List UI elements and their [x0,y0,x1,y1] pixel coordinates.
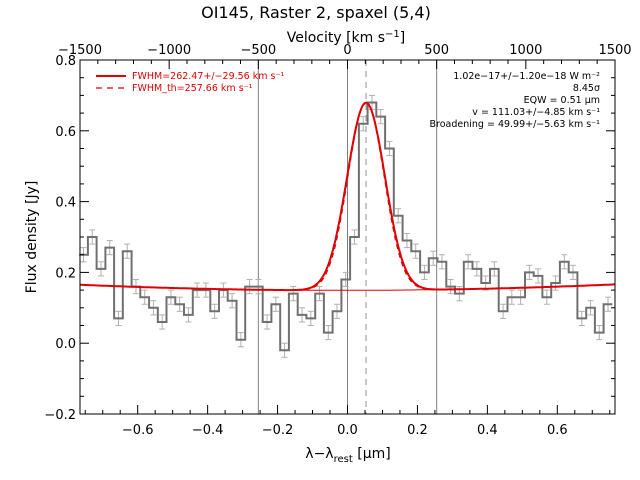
top-tick-label: −500 [240,43,276,58]
x-tick-label: 0.6 [547,423,568,438]
fit-dashed [80,102,615,291]
top-tick-label: −1500 [58,43,102,58]
y-tick-label: 0.8 [55,54,76,69]
y-tick-label: 0.4 [55,196,76,211]
top-tick-label: 0 [343,43,351,58]
y-ticks: −0.2 0.0 0.2 0.4 0.6 0.8 [44,54,615,423]
top-velocity-ticks: −1500 −1000 −500 0 500 1000 1500 [58,43,632,69]
top-tick-label: −1000 [147,43,191,58]
x-axis-title: λ−λrest [μm] [305,446,390,465]
top-tick-label: 500 [424,43,449,58]
y-tick-label: 0.2 [55,266,76,281]
top-tick-label: 1000 [509,43,542,58]
x-tick-label: −0.4 [192,423,224,438]
reference-lines [257,60,438,414]
annotation-line-flux: 1.02e−17+/−1.20e−18 W m⁻² [453,71,600,82]
y-tick-label: 0.6 [55,125,76,140]
legend-label-fwhm: FWHM=262.47+/−29.56 km s⁻¹ [132,71,284,82]
annotation-significance: 8.45σ [573,83,600,94]
x-tick-label: 0.4 [477,423,498,438]
gaussian-fits [79,101,616,292]
x-tick-label: 0.0 [337,423,358,438]
x-tick-label: −0.2 [262,423,294,438]
legend-label-fwhm-th: FWHM_th=257.66 km s⁻¹ [132,83,253,94]
flux-histogram [79,101,613,352]
y-tick-label: 0.0 [55,337,76,352]
x-tick-label: −0.6 [122,423,154,438]
y-axis-title: Flux density [Jy] [24,181,40,294]
chart-title: OI145, Raster 2, spaxel (5,4) [201,3,431,22]
bottom-x-ticks: −0.6 −0.4 −0.2 0.0 0.2 0.4 0.6 [84,405,611,438]
histogram-line [79,101,613,352]
x-tick-label: 0.2 [407,423,428,438]
annotation-broadening: Broadening = 49.99+/−5.63 km s⁻¹ [430,119,601,130]
annotation-eqw: EQW = 0.51 μm [524,95,600,106]
legend: FWHM=262.47+/−29.56 km s⁻¹ FWHM_th=257.6… [96,71,284,94]
fit-annotations: 1.02e−17+/−1.20e−18 W m⁻² 8.45σ EQW = 0.… [430,71,601,130]
y-tick-label: −0.2 [44,408,76,423]
top-tick-label: 1500 [598,43,631,58]
top-axis-title: Velocity [km s−1] [287,29,406,46]
annotation-velocity: v = 111.03+/−4.85 km s⁻¹ [472,107,600,118]
error-bars [80,94,612,358]
